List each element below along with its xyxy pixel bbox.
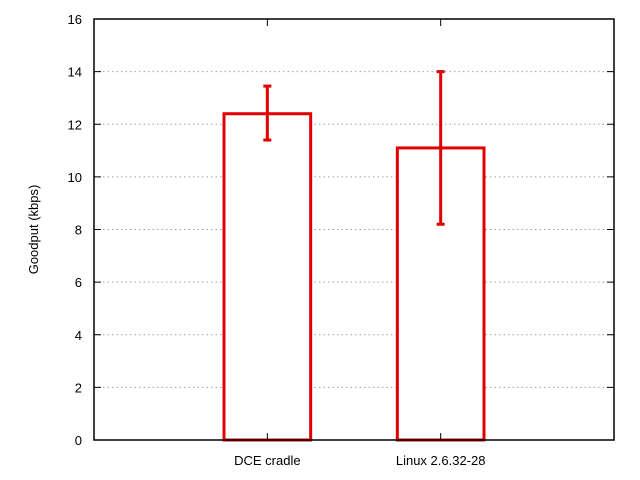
- y-tick-label: 0: [75, 433, 82, 448]
- y-tick-label: 10: [68, 170, 82, 185]
- gridlines: [94, 71, 614, 388]
- y-tick-label: 8: [75, 223, 82, 238]
- bars: [222, 112, 486, 442]
- x-tick-label: Linux 2.6.32-28: [396, 453, 486, 468]
- y-tick-label: 12: [68, 117, 82, 132]
- y-tick-label: 14: [68, 65, 82, 80]
- y-axis-label: Goodput (kbps): [26, 185, 41, 275]
- y-tick-label: 16: [68, 12, 82, 27]
- bar: [222, 112, 313, 442]
- y-tick-label: 6: [75, 275, 82, 290]
- axis-ticks: [94, 18, 614, 441]
- y-tick-label: 4: [75, 328, 82, 343]
- y-tick-labels: 0 2 4 6 8 10 12 14 16: [68, 12, 82, 448]
- x-tick-labels: DCE cradle Linux 2.6.32-28: [234, 453, 485, 468]
- y-tick-label: 2: [75, 380, 82, 395]
- error-bars: [263, 70, 445, 226]
- x-tick-label: DCE cradle: [234, 453, 300, 468]
